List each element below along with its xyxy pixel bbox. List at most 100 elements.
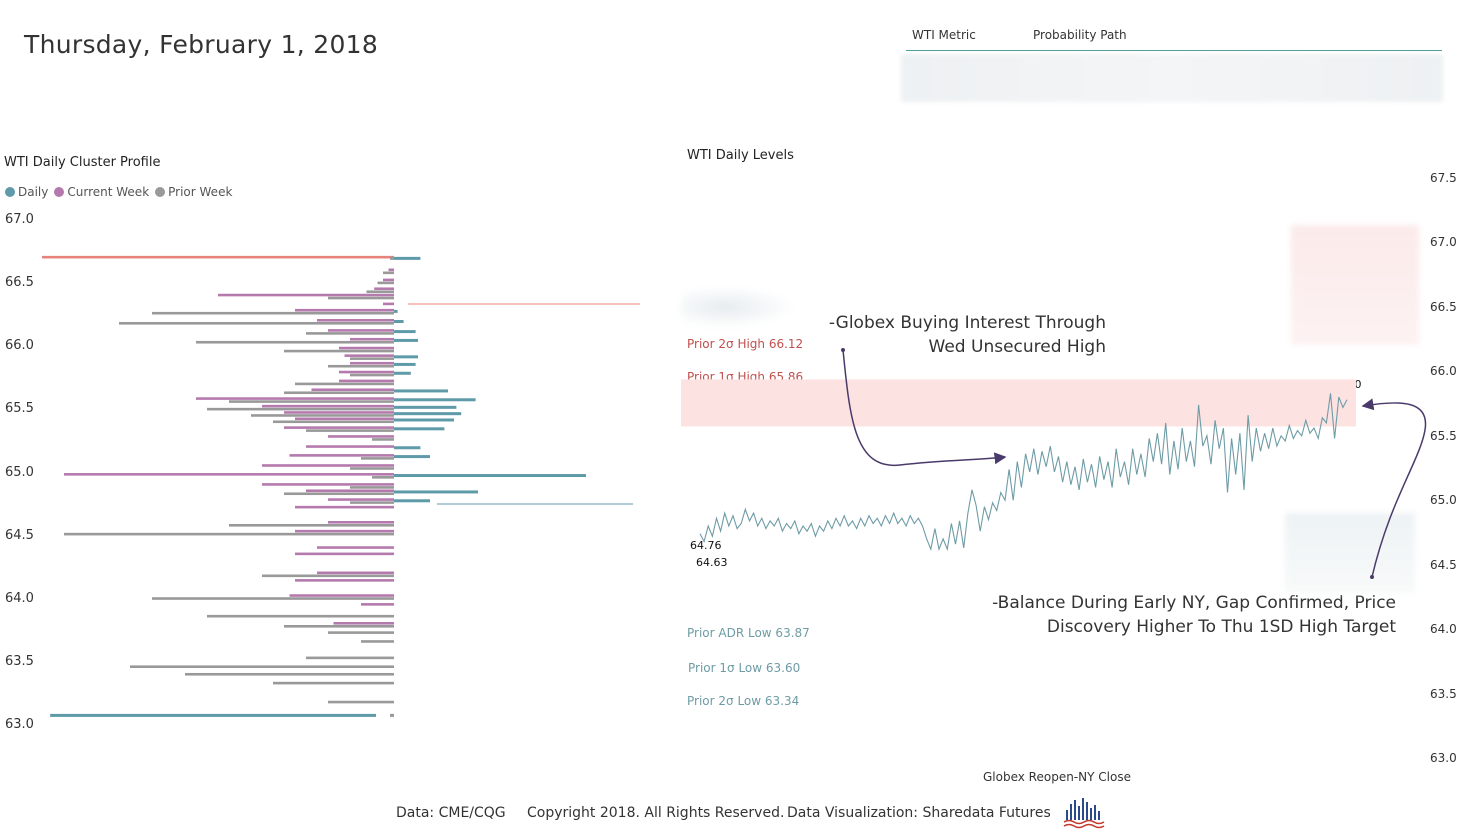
levels-y-tick: 63.0 (1430, 751, 1457, 766)
prior-week-bar (366, 290, 394, 294)
annotation-arrow-balance (1361, 398, 1427, 578)
current-week-bar (295, 417, 394, 421)
legend-item-daily[interactable]: Daily (5, 185, 48, 199)
current-week-bar (388, 268, 394, 272)
prior-week-bar (350, 373, 394, 377)
prior-week-bar (383, 271, 394, 275)
prior-week-bar (328, 631, 394, 634)
prior-week-bar (350, 501, 394, 504)
prior-week-bar (207, 407, 394, 411)
price-series-line (699, 393, 1348, 552)
point-label: 64.63 (696, 556, 728, 569)
prior-week-bar (377, 281, 394, 285)
probability-path-header[interactable]: Probability Path (1033, 28, 1127, 42)
prior-week-bar (328, 296, 394, 300)
level-label: Prior ADR Low 63.87 (687, 626, 810, 640)
legend-item-current-week[interactable]: Current Week (54, 185, 149, 199)
levels-y-tick: 64.0 (1430, 622, 1457, 637)
cluster-y-tick: 66.0 (5, 338, 34, 354)
current-week-bar (328, 498, 394, 501)
cluster-y-tick: 63.0 (5, 717, 34, 732)
prior-week-bar (262, 574, 394, 578)
prior-week-bar (185, 672, 394, 676)
prior-week-bar (372, 438, 394, 441)
prior-week-bar (328, 700, 394, 704)
blurred-block-a (681, 287, 791, 327)
daily-bar (394, 362, 416, 366)
daily-bar (394, 412, 462, 416)
cluster-y-tick: 65.5 (5, 401, 34, 417)
current-week-bar (262, 483, 394, 486)
annotation-globex-line2: Wed Unsecured High (928, 337, 1106, 357)
daily-bar (394, 398, 476, 402)
legend-dot-prior-week (155, 187, 166, 197)
level-label: Prior 2σ High 66.12 (687, 337, 804, 351)
daily-bar (394, 455, 430, 459)
current-week-bar (339, 346, 394, 350)
profile-tick-marker (390, 713, 394, 717)
legend-dot-daily (5, 187, 15, 197)
current-week-bar (339, 379, 394, 383)
prior-week-bar (196, 340, 394, 344)
daily-bar (394, 320, 404, 323)
daily-bar (394, 371, 411, 375)
prior-week-bar (284, 349, 394, 353)
current-week-bar (295, 529, 394, 533)
wti-metric-header[interactable]: WTI Metric (912, 28, 976, 42)
current-week-bar (361, 603, 394, 606)
current-week-bar (317, 571, 394, 575)
annotation-balance-line1: -Balance During Early NY, Gap Confirmed,… (992, 593, 1396, 613)
prior-week-bar (152, 597, 394, 600)
current-week-bar (344, 354, 394, 357)
cluster-profile-title: WTI Daily Cluster Profile (4, 155, 161, 170)
prior-week-bar (306, 332, 394, 335)
daily-bar (394, 330, 416, 334)
current-week-bar (64, 473, 394, 476)
blurred-block-b (1291, 225, 1419, 345)
prior-week-bar (350, 357, 394, 360)
annotation-arrow-globex (842, 349, 1007, 466)
daily-bar (394, 499, 430, 503)
prior-week-bar (372, 476, 394, 479)
current-week-bar (339, 370, 394, 374)
footer-data-source: Data: CME/CQG (396, 805, 506, 821)
current-week-bar (350, 361, 394, 365)
annotation-globex: -Globex Buying Interest Through Wed Unse… (780, 311, 1106, 359)
prior-week-bar (130, 665, 394, 668)
prior-week-bar (229, 524, 394, 527)
prior-week-bar (273, 681, 394, 685)
current-week-bar (284, 426, 394, 429)
footer-viz-credit: Data Visualization: Sharedata Futures (787, 805, 1051, 821)
annotation-dot (841, 348, 845, 352)
current-week-bar (262, 404, 394, 408)
levels-y-tick: 65.5 (1430, 428, 1457, 443)
daily-bar (394, 474, 586, 478)
prior-week-bar (350, 486, 394, 489)
current-week-bar (311, 388, 394, 392)
current-week-bar (328, 329, 394, 332)
levels-y-tick: 67.5 (1430, 171, 1457, 185)
daily-bar (394, 338, 418, 342)
adr-sigma-band (681, 379, 1356, 427)
current-week-bar (328, 435, 394, 438)
prior-week-bar (284, 625, 394, 628)
current-week-bar (42, 255, 394, 259)
current-week-bar (289, 594, 394, 597)
current-week-bar (295, 579, 394, 582)
current-week-bar (306, 489, 394, 493)
prior-week-bar (229, 400, 394, 403)
prior-week-bar (328, 364, 394, 368)
prior-week-bar (306, 429, 394, 432)
levels-y-tick: 65.0 (1430, 493, 1457, 508)
point-label: 64.76 (690, 539, 722, 552)
page-date: Thursday, February 1, 2018 (24, 30, 379, 59)
current-week-bar (350, 337, 394, 341)
legend-item-prior-week[interactable]: Prior Week (155, 185, 232, 199)
current-week-bar (295, 505, 394, 509)
annotation-balance-line2: Discovery Higher To Thu 1SD High Target (1046, 617, 1396, 637)
level-label: Prior 1σ Low 63.60 (688, 661, 801, 675)
daily-bar (394, 355, 418, 359)
daily-bar (394, 490, 478, 494)
prior-week-bar (284, 391, 394, 395)
daily-levels-title: WTI Daily Levels (687, 148, 794, 163)
